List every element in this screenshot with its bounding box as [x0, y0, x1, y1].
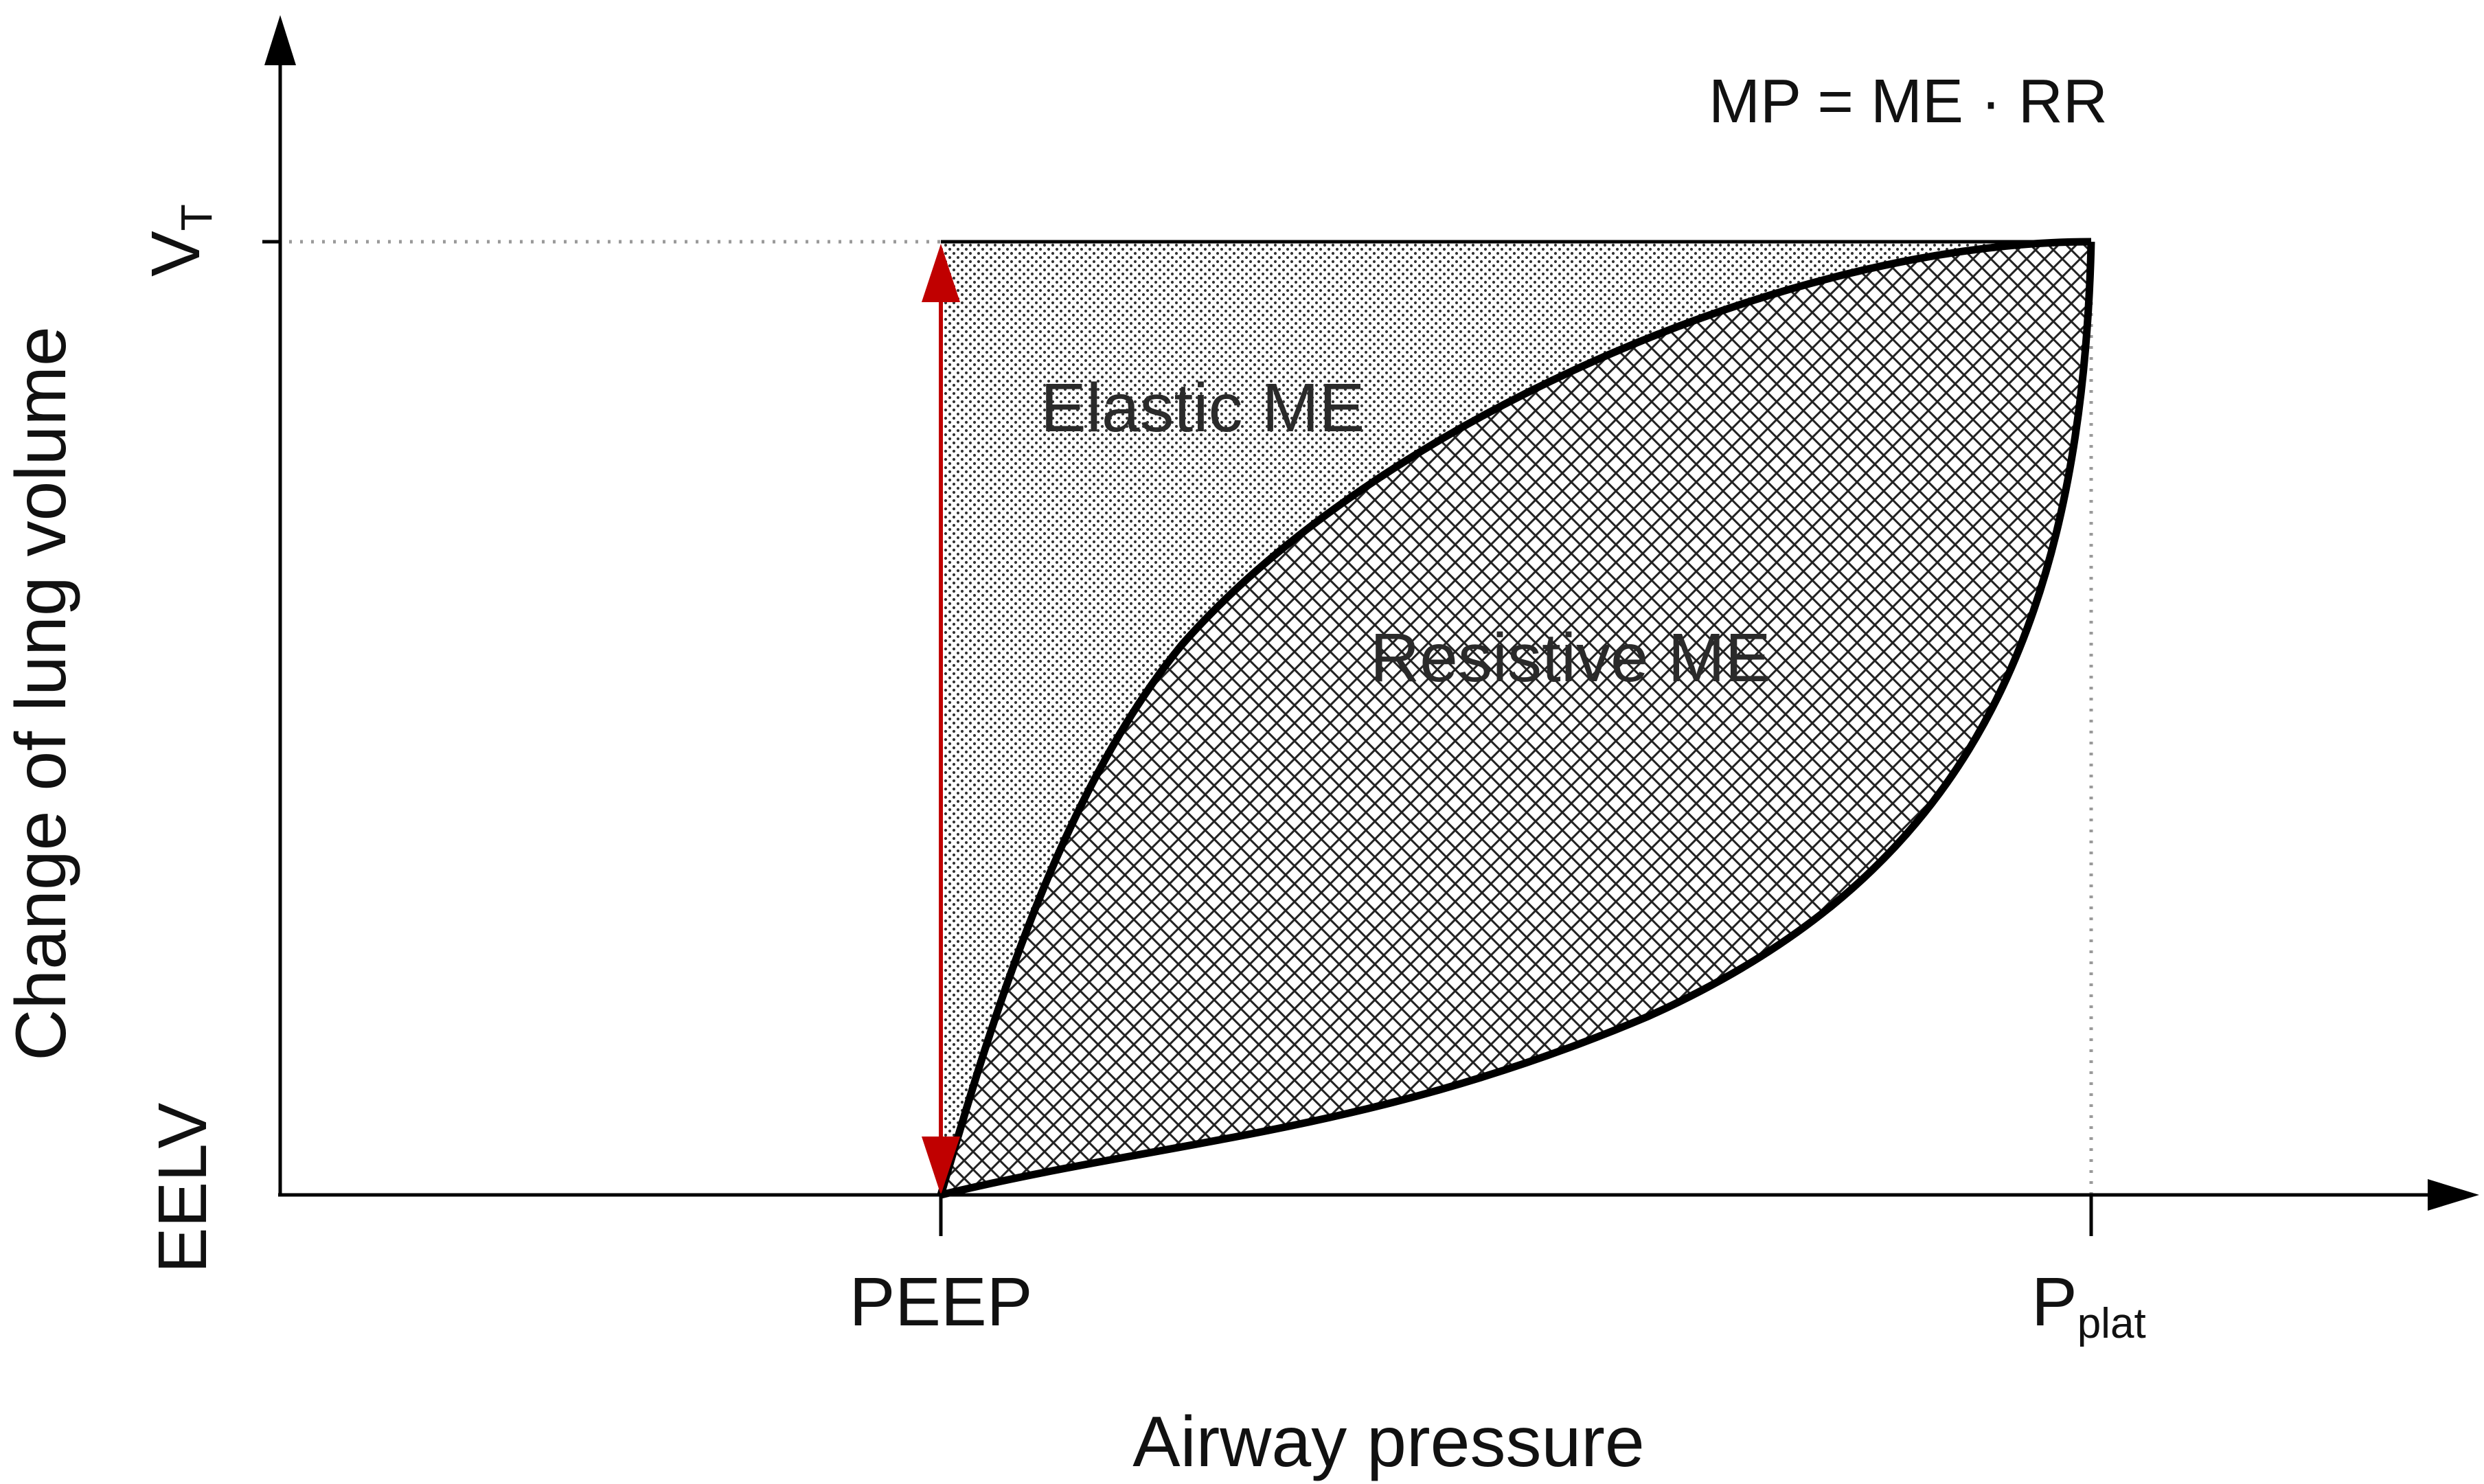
vt-label: VT — [137, 204, 221, 277]
pplat-label: Pplat — [2031, 1264, 2146, 1347]
resistive-me-label: Resistive ME — [1370, 619, 1770, 696]
vt-label-main: V — [137, 231, 214, 277]
y-axis-title: Change of lung volume — [1, 326, 81, 1061]
tidal-volume-arrow-head-bottom — [922, 1137, 960, 1195]
eelv-label: EELV — [144, 1103, 221, 1274]
y-axis-arrowhead — [264, 15, 296, 65]
peep-label: PEEP — [850, 1264, 1033, 1340]
formula-text: MP = ME · RR — [1709, 67, 2108, 136]
x-axis-arrowhead — [2428, 1179, 2479, 1211]
x-axis-title: Airway pressure — [1132, 1402, 1645, 1482]
elastic-me-region — [941, 242, 2091, 1195]
pplat-label-sub: plat — [2077, 1300, 2146, 1347]
resistive-me-region — [941, 242, 2091, 1195]
vt-label-sub: T — [172, 204, 221, 231]
pplat-label-main: P — [2031, 1264, 2077, 1340]
elastic-me-label: Elastic ME — [1040, 369, 1365, 446]
expiration-curve — [939, 241, 2095, 1199]
inspiration-curve — [937, 238, 2092, 1196]
tidal-volume-arrow-head-top — [922, 244, 960, 302]
